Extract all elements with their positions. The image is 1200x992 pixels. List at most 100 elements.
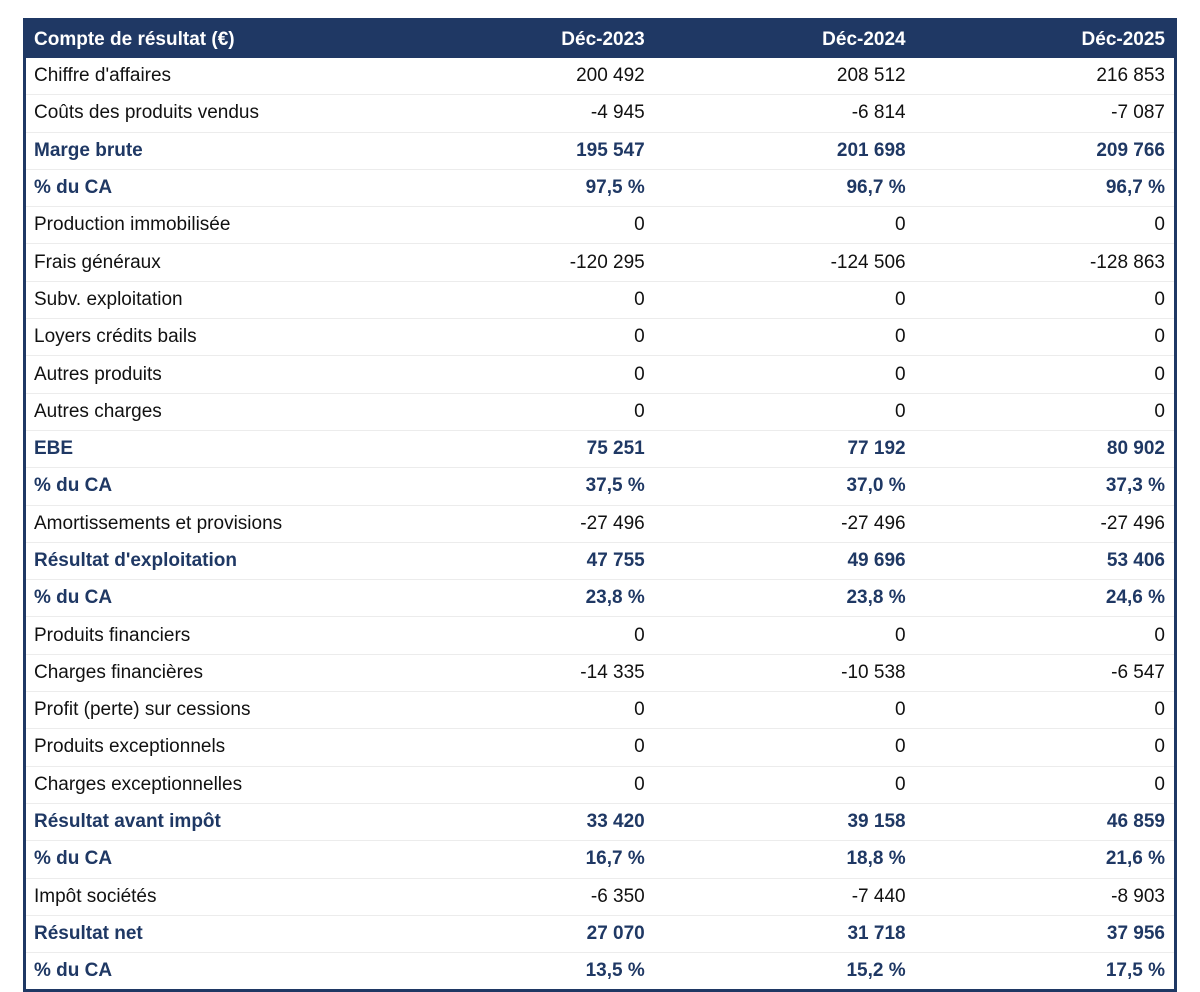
row-value: -27 496 bbox=[653, 505, 915, 543]
table-row: Produits exceptionnels 0 0 0 bbox=[24, 728, 1176, 767]
table-body: Chiffre d'affaires 200 492 208 512 216 853 C… bbox=[24, 58, 1176, 991]
row-value: 0 bbox=[914, 766, 1176, 804]
row-value: 195 547 bbox=[392, 132, 654, 170]
row-value: 0 bbox=[392, 616, 654, 655]
column-header-dec-2024: Déc-2024 bbox=[653, 19, 915, 58]
table-row: Produits financiers 0 0 0 bbox=[24, 616, 1176, 655]
row-value: 24,6 % bbox=[914, 579, 1176, 618]
row-label: Charges financières bbox=[24, 654, 393, 693]
row-value: 201 698 bbox=[653, 132, 915, 170]
table-row: Impôt sociétés -6 350 -7 440 -8 903 bbox=[24, 878, 1176, 916]
row-value: 0 bbox=[653, 355, 915, 394]
row-value: -8 903 bbox=[914, 878, 1176, 916]
row-value: 0 bbox=[392, 691, 654, 730]
row-value: 33 420 bbox=[392, 803, 654, 842]
row-value: 0 bbox=[392, 355, 654, 394]
row-value: 0 bbox=[914, 728, 1176, 767]
row-value: 0 bbox=[653, 728, 915, 767]
row-value: 0 bbox=[653, 691, 915, 730]
row-value: -7 087 bbox=[914, 94, 1176, 133]
table-row: % du CA 16,7 % 18,8 % 21,6 % bbox=[24, 840, 1176, 879]
row-label: Loyers crédits bails bbox=[24, 318, 393, 357]
row-value: 17,5 % bbox=[914, 952, 1176, 991]
row-value: 80 902 bbox=[914, 430, 1176, 469]
row-label: Autres produits bbox=[24, 355, 393, 394]
row-label: Profit (perte) sur cessions bbox=[24, 691, 393, 730]
row-value: -4 945 bbox=[392, 94, 654, 133]
row-value: 96,7 % bbox=[653, 169, 915, 208]
row-label: % du CA bbox=[24, 169, 393, 208]
row-value: 31 718 bbox=[653, 915, 915, 954]
table-row: Résultat avant impôt 33 420 39 158 46 859 bbox=[24, 803, 1176, 842]
row-value: 96,7 % bbox=[914, 169, 1176, 208]
table-row: Chiffre d'affaires 200 492 208 512 216 853 bbox=[24, 58, 1176, 96]
table-row: Amortissements et provisions -27 496 -27 4… bbox=[24, 505, 1176, 543]
row-label: Subv. exploitation bbox=[24, 281, 393, 320]
table-row: Profit (perte) sur cessions 0 0 0 bbox=[24, 691, 1176, 730]
table-row: Production immobilisée 0 0 0 bbox=[24, 206, 1176, 245]
column-header-dec-2025: Déc-2025 bbox=[914, 19, 1176, 58]
row-value: 37,3 % bbox=[914, 467, 1176, 506]
row-value: 0 bbox=[914, 355, 1176, 394]
row-value: 216 853 bbox=[914, 58, 1176, 96]
row-label: Autres charges bbox=[24, 393, 393, 431]
row-value: 0 bbox=[914, 691, 1176, 730]
row-value: 37,5 % bbox=[392, 467, 654, 506]
row-value: -10 538 bbox=[653, 654, 915, 693]
row-value: 0 bbox=[392, 728, 654, 767]
row-value: 0 bbox=[914, 616, 1176, 655]
row-value: 0 bbox=[392, 206, 654, 245]
table-row: Charges financières -14 335 -10 538 -6 547 bbox=[24, 654, 1176, 693]
table-row: Autres charges 0 0 0 bbox=[24, 393, 1176, 431]
row-value: 39 158 bbox=[653, 803, 915, 842]
row-label: Production immobilisée bbox=[24, 206, 393, 245]
row-value: -7 440 bbox=[653, 878, 915, 916]
row-label: Résultat net bbox=[24, 915, 393, 954]
table-row: Loyers crédits bails 0 0 0 bbox=[24, 318, 1176, 357]
table-row: EBE 75 251 77 192 80 902 bbox=[24, 430, 1176, 469]
row-value: -6 814 bbox=[653, 94, 915, 133]
row-value: 0 bbox=[653, 206, 915, 245]
table-row: Résultat net 27 070 31 718 37 956 bbox=[24, 915, 1176, 954]
table-row: Autres produits 0 0 0 bbox=[24, 355, 1176, 394]
row-label: % du CA bbox=[24, 467, 393, 506]
row-value: -14 335 bbox=[392, 654, 654, 693]
row-label: Charges exceptionnelles bbox=[24, 766, 393, 804]
row-value: 97,5 % bbox=[392, 169, 654, 208]
table-row: % du CA 37,5 % 37,0 % 37,3 % bbox=[24, 467, 1176, 506]
row-value: 23,8 % bbox=[653, 579, 915, 618]
row-value: 0 bbox=[653, 393, 915, 431]
row-value: 75 251 bbox=[392, 430, 654, 469]
row-value: 200 492 bbox=[392, 58, 654, 96]
table-row: % du CA 13,5 % 15,2 % 17,5 % bbox=[24, 952, 1176, 991]
table-title: Compte de résultat (€) bbox=[24, 19, 393, 58]
table-row: % du CA 97,5 % 96,7 % 96,7 % bbox=[24, 169, 1176, 208]
table-row: Frais généraux -120 295 -124 506 -128 863 bbox=[24, 243, 1176, 282]
row-value: -6 547 bbox=[914, 654, 1176, 693]
row-value: 47 755 bbox=[392, 542, 654, 581]
row-value: 0 bbox=[653, 318, 915, 357]
row-label: Amortissements et provisions bbox=[24, 505, 393, 543]
row-value: 37 956 bbox=[914, 915, 1176, 954]
row-value: 16,7 % bbox=[392, 840, 654, 879]
row-label: Chiffre d'affaires bbox=[24, 58, 393, 96]
table-row: Marge brute 195 547 201 698 209 766 bbox=[24, 132, 1176, 170]
row-value: -27 496 bbox=[392, 505, 654, 543]
table-row: % du CA 23,8 % 23,8 % 24,6 % bbox=[24, 579, 1176, 618]
row-label: Frais généraux bbox=[24, 243, 393, 282]
row-value: 77 192 bbox=[653, 430, 915, 469]
row-value: -27 496 bbox=[914, 505, 1176, 543]
row-label: Coûts des produits vendus bbox=[24, 94, 393, 133]
row-label: EBE bbox=[24, 430, 393, 469]
row-value: 0 bbox=[392, 766, 654, 804]
row-value: 0 bbox=[914, 206, 1176, 245]
row-value: 27 070 bbox=[392, 915, 654, 954]
row-value: 209 766 bbox=[914, 132, 1176, 170]
table-row: Coûts des produits vendus -4 945 -6 814 -7 … bbox=[24, 94, 1176, 133]
row-value: 0 bbox=[392, 393, 654, 431]
row-label: Résultat d'exploitation bbox=[24, 542, 393, 581]
table-row: Subv. exploitation 0 0 0 bbox=[24, 281, 1176, 320]
row-value: 0 bbox=[914, 393, 1176, 431]
table-row: Résultat d'exploitation 47 755 49 696 53 40… bbox=[24, 542, 1176, 581]
table-header: Compte de résultat (€) Déc-2023 Déc-2024… bbox=[24, 19, 1176, 58]
